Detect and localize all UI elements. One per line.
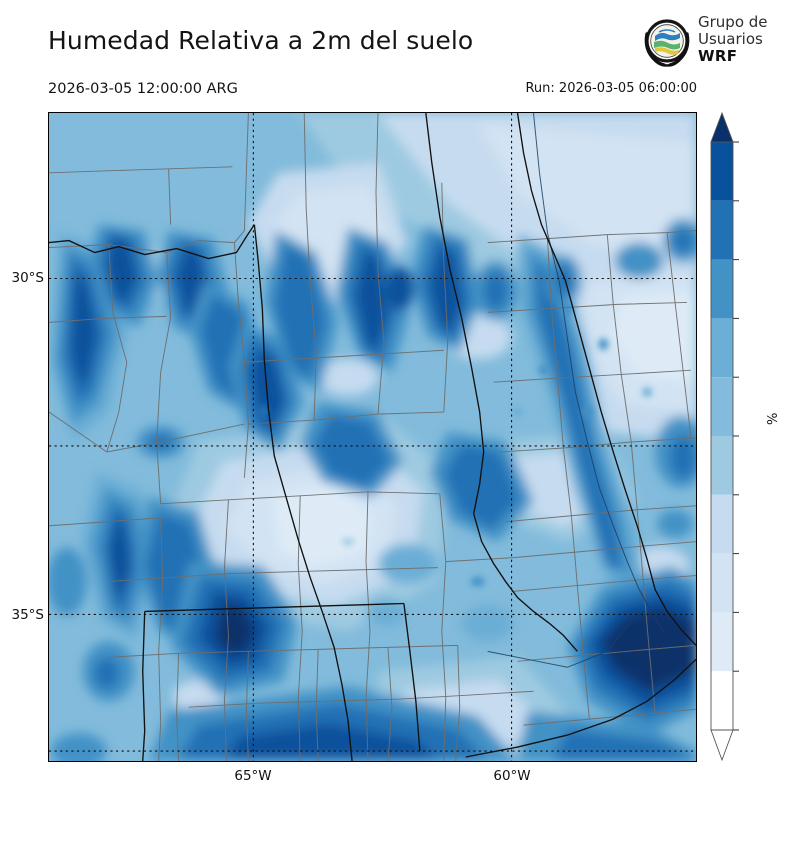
- colorbar-unit-label: %: [766, 412, 781, 425]
- x-tick-label-60W: 60°W: [493, 768, 531, 784]
- map-canvas: [49, 113, 696, 761]
- colorbar[interactable]: 100 90 80 70 60 50 40 30 20 10 0: [705, 110, 745, 764]
- valid-time-label: 2026-03-05 12:00:00 ARG: [48, 81, 238, 97]
- humidity-map-plot[interactable]: [48, 112, 697, 762]
- rh-field-layer: [49, 113, 696, 761]
- x-tick-label-65W: 65°W: [234, 768, 272, 784]
- logo-line-2: Usuarios: [698, 30, 763, 48]
- map-borders-layer: [49, 113, 696, 761]
- run-time-label: Run: 2026-03-05 06:00:00: [525, 81, 697, 96]
- weather-map-page: Humedad Relativa a 2m del suelo 2026-03-…: [11, 14, 792, 785]
- wrf-user-group-logo: Grupo de Usuarios WRF: [640, 14, 792, 72]
- y-tick-label-35S: 35°S: [11, 607, 45, 623]
- logo-line-1: Grupo de: [698, 13, 768, 31]
- globe-emblem-icon: [640, 14, 694, 68]
- logo-line-3: WRF: [698, 47, 738, 65]
- y-tick-label-30S: 30°S: [11, 270, 45, 286]
- colorbar-canvas: [710, 111, 739, 762]
- page-title: Humedad Relativa a 2m del suelo: [48, 26, 474, 55]
